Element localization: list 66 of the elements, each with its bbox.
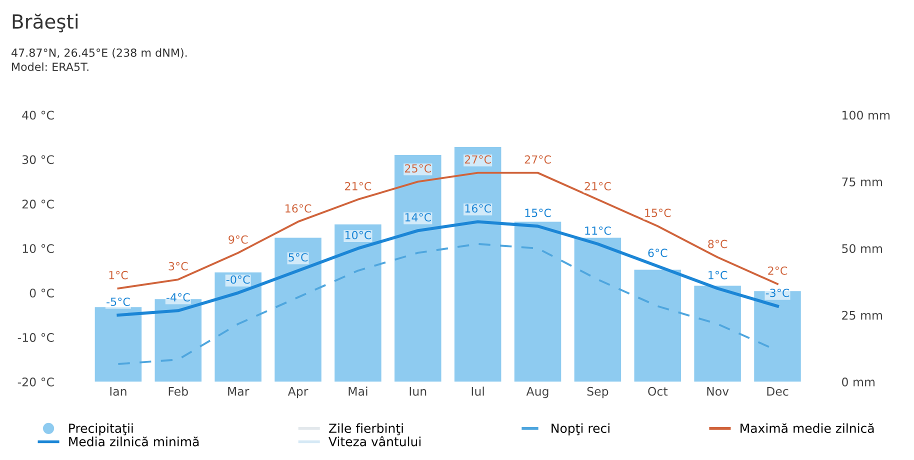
- y-tick-label: 40 °C: [22, 110, 54, 120]
- y-tick-label: 30 °C: [22, 155, 54, 164]
- bar: [334, 224, 382, 382]
- data-label: 9°C: [228, 235, 248, 244]
- chart-title: Brăeşti: [12, 14, 78, 32]
- data-label: 16°C: [286, 204, 312, 213]
- bar: [514, 222, 562, 382]
- x-tick-label: Dec: [767, 387, 788, 396]
- data-label: 8°C: [708, 240, 728, 248]
- legend-label: Precipitaţii: [69, 423, 133, 436]
- data-label: 1°C: [109, 270, 128, 280]
- data-label: -4°C: [166, 293, 190, 302]
- x-tick-label: Mar: [228, 387, 250, 396]
- data-label: 5°C: [288, 253, 308, 262]
- chart-subtitle: 47.87°N, 26.45°E (238 m dNM). Model: ERA5T.: [12, 48, 187, 72]
- bar: [214, 272, 262, 382]
- x-tick-label: Aug: [526, 387, 548, 398]
- y2-tick-label: 0 mm: [842, 378, 874, 386]
- data-label: 2°C: [768, 266, 788, 275]
- data-label: 11°C: [585, 226, 611, 235]
- data-label: 21°C: [584, 182, 611, 190]
- bar: [394, 155, 442, 382]
- y-tick-label: -20 °C: [18, 378, 54, 386]
- data-label: -5°C: [106, 298, 130, 306]
- x-tick-label: Nov: [707, 387, 729, 396]
- legend-label: Viteza vântului: [328, 436, 420, 446]
- x-tick-label: Sep: [587, 386, 608, 398]
- x-tick-label: Feb: [168, 386, 188, 396]
- data-label: 16°C: [465, 204, 491, 213]
- x-tick-label: Iun: [410, 387, 426, 396]
- y-tick-label: 20 °C: [22, 200, 54, 209]
- data-label: 3°C: [168, 262, 188, 270]
- bar: [694, 286, 741, 382]
- y-tick-label: 0 °C: [30, 288, 54, 298]
- bar: [274, 238, 322, 382]
- bar: [634, 270, 682, 382]
- legend-label: Zile fierbinţi: [329, 423, 403, 436]
- x-tick-label: Iul: [472, 386, 484, 396]
- data-label: 15°C: [645, 208, 671, 218]
- y2-tick-label: 25 mm: [842, 310, 882, 320]
- bar: [94, 307, 142, 382]
- data-label: 15°C: [525, 208, 551, 218]
- y2-tick-label: 100 mm: [842, 110, 890, 120]
- data-label: -3°C: [766, 288, 790, 298]
- x-tick-label: Oct: [648, 386, 668, 396]
- data-label: 27°C: [524, 155, 551, 164]
- data-label: 6°C: [648, 248, 668, 258]
- y-tick-label: -10 °C: [18, 333, 54, 342]
- x-tick-label: Ian: [110, 387, 126, 396]
- data-label: 21°C: [345, 182, 372, 190]
- y2-tick-label: 75 mm: [842, 178, 882, 186]
- data-label: -0°C: [226, 275, 250, 284]
- data-label: 27°C: [464, 155, 491, 164]
- data-label: 25°C: [404, 164, 432, 173]
- data-label: 10°C: [345, 230, 372, 240]
- legend-label: Nopţi reci: [552, 423, 610, 436]
- bar: [574, 238, 622, 382]
- legend-label: Maximă medie zilnică: [740, 423, 874, 433]
- data-label: 14°C: [405, 213, 432, 222]
- legend-label: Media zilnică minimă: [69, 436, 199, 446]
- data-label: 1°C: [708, 270, 728, 280]
- y2-tick-label: 50 mm: [842, 244, 882, 254]
- x-tick-label: Apr: [288, 387, 308, 398]
- x-tick-label: Mai: [348, 386, 368, 396]
- bar: [454, 147, 502, 382]
- y-tick-label: 10 °C: [22, 244, 54, 254]
